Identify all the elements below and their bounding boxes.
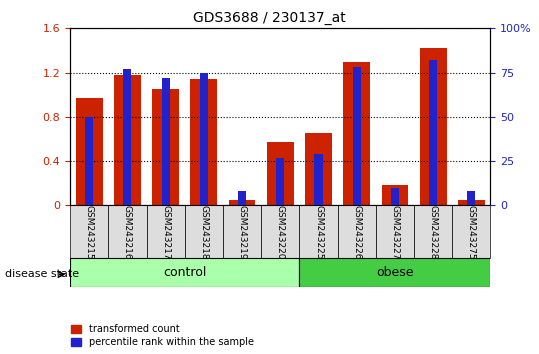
Text: GSM243215: GSM243215 bbox=[85, 205, 94, 259]
FancyBboxPatch shape bbox=[147, 205, 185, 258]
Text: control: control bbox=[163, 266, 206, 279]
Bar bbox=[420, 48, 446, 205]
FancyBboxPatch shape bbox=[70, 205, 108, 258]
Bar bbox=[162, 78, 170, 205]
Bar bbox=[467, 191, 475, 205]
Text: obese: obese bbox=[376, 266, 414, 279]
Bar bbox=[85, 117, 93, 205]
Text: GSM243219: GSM243219 bbox=[238, 205, 246, 259]
Text: GSM243227: GSM243227 bbox=[390, 205, 399, 259]
Bar bbox=[458, 200, 485, 205]
FancyBboxPatch shape bbox=[299, 205, 337, 258]
Text: GDS3688 / 230137_at: GDS3688 / 230137_at bbox=[193, 11, 346, 25]
Legend: transformed count, percentile rank within the sample: transformed count, percentile rank withi… bbox=[70, 322, 256, 349]
Bar bbox=[123, 69, 132, 205]
FancyBboxPatch shape bbox=[337, 205, 376, 258]
Bar bbox=[382, 185, 409, 205]
Text: disease state: disease state bbox=[5, 269, 80, 279]
Bar bbox=[76, 98, 102, 205]
Text: GSM243225: GSM243225 bbox=[314, 205, 323, 259]
Text: GSM243226: GSM243226 bbox=[352, 205, 361, 259]
Text: GSM243217: GSM243217 bbox=[161, 205, 170, 259]
Bar bbox=[429, 60, 437, 205]
Bar bbox=[190, 79, 217, 205]
Bar bbox=[267, 142, 294, 205]
Text: GSM243275: GSM243275 bbox=[467, 205, 476, 259]
Bar bbox=[114, 75, 141, 205]
Bar bbox=[343, 62, 370, 205]
Bar bbox=[305, 133, 332, 205]
FancyBboxPatch shape bbox=[185, 205, 223, 258]
Bar bbox=[353, 67, 361, 205]
FancyBboxPatch shape bbox=[452, 205, 490, 258]
Bar bbox=[391, 188, 399, 205]
Bar bbox=[200, 73, 208, 205]
FancyBboxPatch shape bbox=[376, 205, 414, 258]
Bar bbox=[229, 200, 255, 205]
FancyBboxPatch shape bbox=[261, 205, 299, 258]
FancyBboxPatch shape bbox=[299, 258, 490, 287]
FancyBboxPatch shape bbox=[223, 205, 261, 258]
Text: GSM243216: GSM243216 bbox=[123, 205, 132, 259]
FancyBboxPatch shape bbox=[414, 205, 452, 258]
Text: GSM243220: GSM243220 bbox=[276, 205, 285, 259]
Text: GSM243228: GSM243228 bbox=[429, 205, 438, 259]
Bar bbox=[277, 158, 284, 205]
Bar bbox=[314, 154, 322, 205]
Bar bbox=[238, 191, 246, 205]
FancyBboxPatch shape bbox=[70, 258, 299, 287]
Text: GSM243218: GSM243218 bbox=[199, 205, 209, 259]
Bar bbox=[152, 89, 179, 205]
FancyBboxPatch shape bbox=[108, 205, 147, 258]
